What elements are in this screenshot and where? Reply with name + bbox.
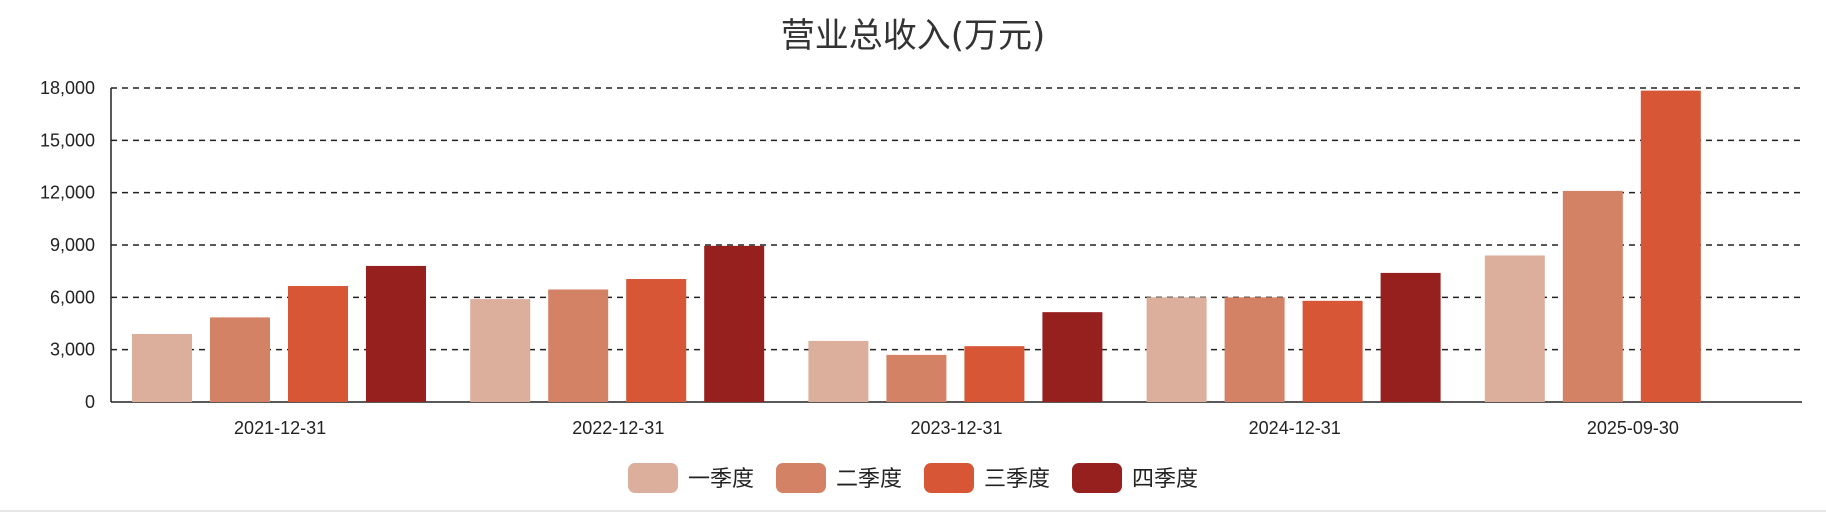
bar-4-2021-12-31[interactable] <box>366 265 426 402</box>
bar-2-2023-12-31[interactable] <box>886 354 947 402</box>
bar-3-2021-12-31[interactable] <box>288 285 348 402</box>
legend-label-3[interactable]: 三季度 <box>984 467 1050 492</box>
bar-4-2022-12-31[interactable] <box>704 245 765 402</box>
bar-4-2023-12-31[interactable] <box>1042 312 1103 402</box>
y-tick-label: 0 <box>85 392 95 412</box>
bar-2-2025-09-30[interactable] <box>1562 190 1623 402</box>
bar-1-2022-12-31[interactable] <box>470 299 531 402</box>
x-tick-label: 2024-12-31 <box>1249 418 1341 438</box>
legend-label-4[interactable]: 四季度 <box>1132 467 1198 492</box>
bar-1-2025-09-30[interactable] <box>1484 255 1545 402</box>
x-tick-label: 2021-12-31 <box>234 418 326 438</box>
legend-swatch-4[interactable] <box>1072 463 1122 493</box>
chart-title: 营业总收入(万元) <box>781 16 1046 56</box>
x-tick-label: 2025-09-30 <box>1587 418 1679 438</box>
y-axis-ticks: 0 3,000 6,000 9,000 12,000 15,000 18,000 <box>40 78 95 412</box>
y-tick-label: 6,000 <box>50 287 95 307</box>
legend-swatch-1[interactable] <box>628 463 678 493</box>
legend-label-2[interactable]: 二季度 <box>836 467 902 492</box>
bar-2-2021-12-31[interactable] <box>210 317 270 402</box>
y-tick-label: 15,000 <box>40 130 95 150</box>
y-tick-label: 3,000 <box>50 340 95 360</box>
grid-lines <box>111 87 1802 351</box>
x-tick-label: 2023-12-31 <box>910 418 1002 438</box>
legend-swatch-2[interactable] <box>776 463 826 493</box>
x-tick-label: 2022-12-31 <box>572 418 664 438</box>
bar-2-2024-12-31[interactable] <box>1224 297 1285 402</box>
bar-4-2024-12-31[interactable] <box>1380 272 1441 402</box>
bar-3-2022-12-31[interactable] <box>626 279 687 402</box>
y-tick-label: 9,000 <box>50 235 95 255</box>
bar-3-2024-12-31[interactable] <box>1302 300 1363 402</box>
y-tick-label: 12,000 <box>40 183 95 203</box>
legend: 一季度 二季度 三季度 四季度 <box>628 463 1198 493</box>
bottom-divider <box>0 510 1826 512</box>
legend-swatch-3[interactable] <box>924 463 974 493</box>
bar-1-2023-12-31[interactable] <box>808 340 869 402</box>
bar-3-2023-12-31[interactable] <box>964 346 1025 402</box>
bars <box>132 90 1701 402</box>
bar-1-2024-12-31[interactable] <box>1146 297 1207 402</box>
bar-1-2021-12-31[interactable] <box>132 333 192 402</box>
legend-label-1[interactable]: 一季度 <box>688 467 754 492</box>
bar-2-2022-12-31[interactable] <box>548 289 609 402</box>
y-tick-label: 18,000 <box>40 78 95 98</box>
x-axis-ticks: 2021-12-31 2022-12-31 2023-12-31 2024-12-31… <box>234 418 1679 438</box>
bar-3-2025-09-30[interactable] <box>1640 90 1701 402</box>
